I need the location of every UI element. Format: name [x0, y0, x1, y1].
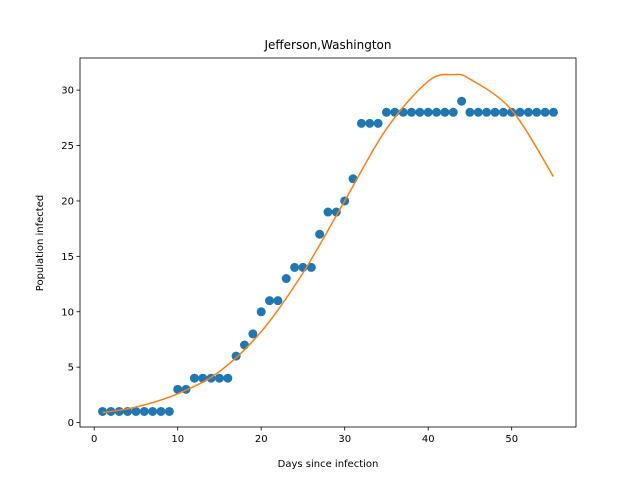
y-tick-label: 15 [61, 252, 74, 263]
data-point [131, 406, 141, 416]
data-point [231, 351, 241, 361]
data-point [498, 107, 508, 117]
y-tick-label: 0 [68, 418, 74, 429]
plot-area: 0 10 20 30 40 50 0 5 10 15 20 25 30 [61, 57, 577, 445]
x-tick-label: 40 [422, 434, 435, 445]
data-point [373, 118, 383, 128]
y-axis-label: Population infected [35, 195, 46, 291]
data-point [223, 373, 233, 383]
x-tick-label: 10 [171, 434, 184, 445]
data-point [306, 262, 316, 272]
data-point [540, 107, 550, 117]
data-point [482, 107, 492, 117]
data-point [248, 329, 258, 339]
data-point [214, 373, 224, 383]
data-point [290, 262, 300, 272]
data-point [256, 307, 266, 317]
fit-line [102, 73, 555, 414]
data-point [457, 96, 467, 106]
x-tick-label: 20 [255, 434, 268, 445]
data-point [532, 107, 542, 117]
data-point [515, 107, 525, 117]
y-tick-label: 5 [68, 363, 74, 374]
x-tick-label: 30 [338, 434, 351, 445]
data-point [415, 107, 425, 117]
chart-title: Jefferson,Washington [263, 38, 391, 52]
data-point [423, 107, 433, 117]
data-point [398, 107, 408, 117]
data-point [407, 107, 417, 117]
data-point [523, 107, 533, 117]
axes-frame [79, 57, 577, 428]
data-point [273, 296, 283, 306]
data-point [473, 107, 483, 117]
data-point [548, 107, 558, 117]
data-point [507, 107, 517, 117]
data-point [381, 107, 391, 117]
data-point [331, 207, 341, 217]
data-point [164, 406, 174, 416]
data-point [465, 107, 475, 117]
data-point [156, 406, 166, 416]
y-tick-label: 30 [61, 86, 74, 97]
x-axis-label: Days since infection [278, 459, 379, 470]
data-point [281, 274, 291, 284]
y-tick-label: 25 [61, 141, 74, 152]
data-point [189, 373, 199, 383]
data-point [239, 340, 249, 350]
data-point [490, 107, 500, 117]
data-point [114, 406, 124, 416]
data-point [98, 406, 108, 416]
x-tick-label: 50 [505, 434, 518, 445]
data-point [365, 118, 375, 128]
data-point [323, 207, 333, 217]
data-point [148, 406, 158, 416]
y-tick-label: 20 [61, 196, 74, 207]
data-point [432, 107, 442, 117]
data-point [173, 384, 183, 394]
data-point [139, 406, 149, 416]
data-point [440, 107, 450, 117]
data-point [448, 107, 458, 117]
data-point [315, 229, 325, 239]
x-tick-label: 0 [91, 434, 97, 445]
y-tick-label: 10 [61, 307, 74, 318]
data-point [265, 296, 275, 306]
data-point [356, 118, 366, 128]
